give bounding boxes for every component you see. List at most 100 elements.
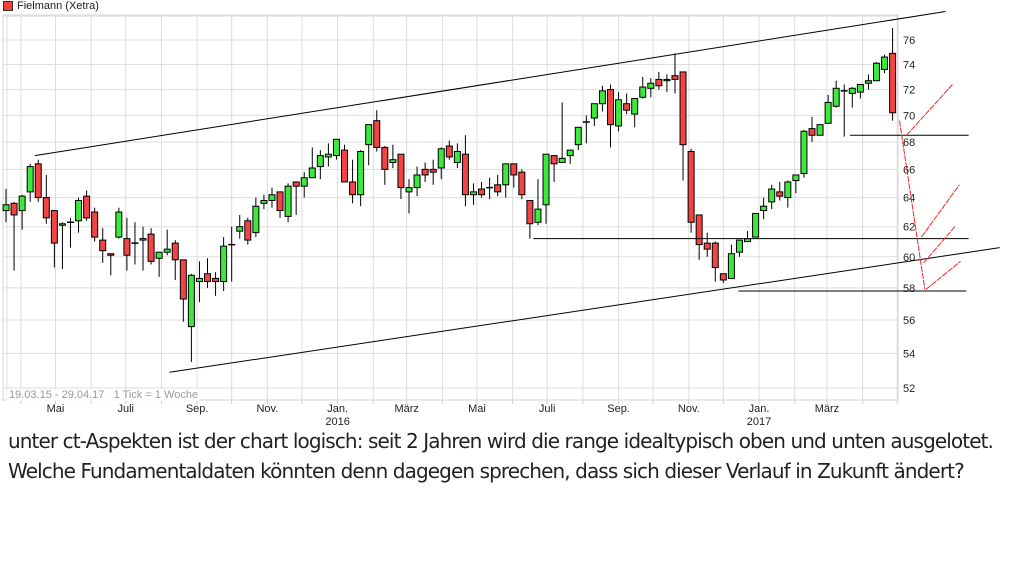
candle-body — [872, 62, 880, 82]
candle-down — [244, 217, 252, 245]
x-tick-label: Nov. — [678, 403, 700, 415]
candle-down — [276, 191, 284, 218]
candle-body — [671, 75, 679, 80]
candle-body — [639, 86, 647, 98]
candle-up — [324, 143, 332, 167]
candle-down — [341, 144, 349, 183]
candle-down — [212, 272, 220, 296]
candle-up — [413, 166, 421, 197]
candle-down — [510, 163, 518, 188]
candle-body — [776, 191, 784, 197]
candle-body — [373, 120, 381, 148]
x-tick-label: Mai — [47, 403, 65, 415]
candle-body — [26, 166, 34, 193]
candle-body — [163, 248, 171, 253]
candle-body — [461, 153, 469, 196]
legend-label: Fielmann (Xetra) — [17, 0, 99, 12]
candle-up — [284, 183, 292, 223]
y-tick-label: 72 — [903, 85, 915, 97]
candle-body — [808, 128, 816, 136]
candle-down — [695, 214, 703, 260]
candle-body — [171, 242, 179, 261]
x-tick-year-label: 2017 — [747, 416, 771, 426]
legend-swatch — [3, 1, 13, 11]
candle-body — [357, 150, 365, 196]
candle-body — [590, 103, 598, 119]
candle-body — [510, 163, 518, 176]
candle-body — [212, 277, 220, 283]
candle-down — [42, 174, 50, 224]
candle-down — [889, 28, 897, 121]
candle-down — [478, 181, 486, 198]
candle-body — [300, 177, 308, 187]
candle-body — [695, 214, 703, 246]
candle-body — [421, 168, 429, 176]
date-range-note: 19.03.15 - 29.04.17 1 Tick = 1 Woche — [7, 389, 201, 401]
candle-up — [26, 163, 34, 202]
candle-body — [768, 188, 776, 203]
upper-channel-line — [34, 10, 946, 157]
candle-down — [494, 174, 502, 197]
candle-body — [123, 238, 131, 256]
x-tick-label: Juli — [117, 403, 134, 415]
candle-body — [179, 259, 187, 300]
candle-body — [752, 212, 760, 238]
lower-channel-line — [169, 247, 1000, 373]
candle-up — [558, 102, 566, 163]
candle-body — [566, 149, 574, 157]
y-tick-label: 62 — [903, 222, 915, 234]
candle-body — [316, 155, 324, 168]
candle-body — [824, 101, 832, 124]
candle-up — [824, 94, 832, 124]
candle-body — [204, 273, 211, 283]
x-tick-label: Nov. — [256, 403, 278, 415]
candle-body — [502, 163, 510, 186]
candle-body — [107, 253, 115, 256]
candle-up — [856, 83, 864, 99]
candle-down — [518, 169, 526, 200]
candle-down — [703, 232, 711, 257]
candle-body — [332, 138, 340, 157]
candle-up — [800, 129, 808, 178]
candle-body — [784, 181, 792, 199]
candle-body — [848, 87, 856, 94]
candle-down — [808, 116, 816, 142]
candle-body — [598, 90, 606, 105]
candle-body — [99, 239, 107, 252]
candle-up — [195, 261, 203, 303]
y-tick-label: 58 — [903, 283, 915, 295]
projection-up-2 — [920, 184, 960, 238]
x-tick-label: März — [815, 403, 839, 415]
candle-body — [735, 239, 743, 253]
candle-body — [220, 245, 228, 283]
candle-body — [413, 174, 421, 189]
chart-legend: Fielmann (Xetra) — [3, 0, 99, 12]
candle-body — [244, 220, 252, 241]
candle-down — [10, 201, 18, 271]
candle-body — [397, 153, 405, 189]
candle-down — [147, 228, 155, 265]
candle-down — [171, 240, 179, 280]
candle-down — [123, 217, 131, 271]
candle-down — [204, 258, 211, 288]
candle-up — [469, 183, 477, 205]
candle-body — [832, 87, 840, 107]
candle-up — [598, 85, 606, 112]
candle-body — [445, 145, 453, 158]
candle-body — [679, 71, 687, 146]
x-tick-label: Mai — [468, 403, 486, 415]
candle-up — [582, 115, 590, 144]
candle-up — [131, 222, 139, 265]
candle-down — [550, 155, 558, 182]
candle-body — [155, 251, 163, 259]
y-tick-label: 66 — [903, 164, 915, 176]
candle-down — [719, 273, 727, 284]
candle-down — [711, 241, 719, 282]
candle-body — [18, 195, 26, 212]
x-tick-year-label: 2016 — [325, 416, 349, 426]
candles — [2, 28, 897, 362]
y-tick-label: 52 — [903, 383, 915, 395]
candle-down — [50, 210, 58, 268]
candle-up — [502, 163, 510, 198]
y-tick-label: 74 — [903, 59, 915, 71]
